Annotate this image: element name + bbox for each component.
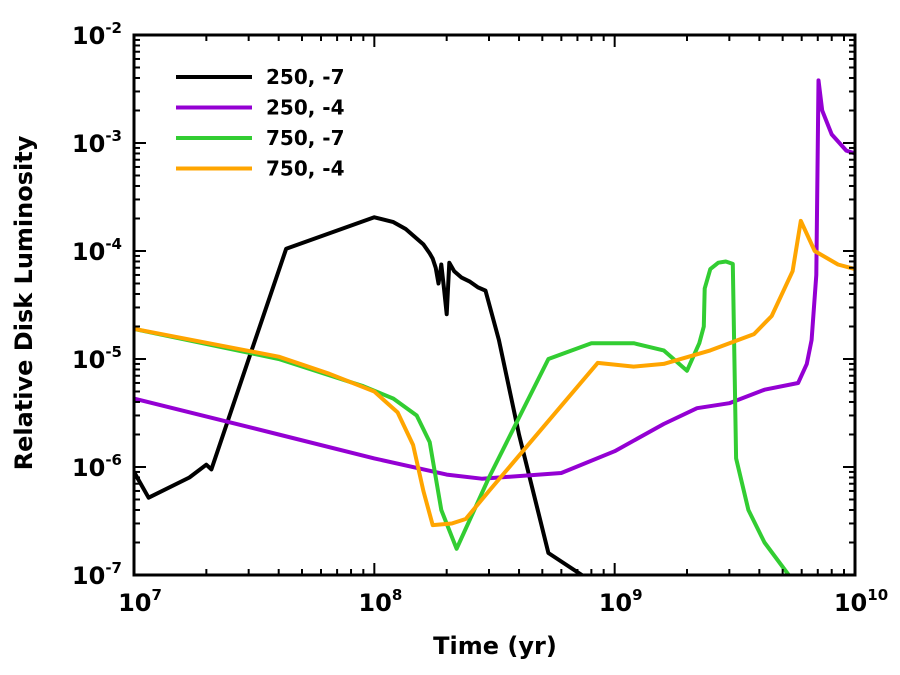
x-tick-labels: 107 108 109 1010 — [118, 586, 888, 617]
series-line-3 — [134, 259, 791, 575]
series-line-4 — [134, 218, 855, 528]
series-line-1 — [134, 215, 584, 575]
y-tick-label: 10-5 — [72, 343, 122, 374]
legend-label-1: 250, -7 — [266, 65, 345, 89]
plot-frame — [132, 33, 857, 577]
x-tick-label: 107 — [118, 586, 162, 617]
legend-label-3: 750, -7 — [266, 126, 345, 150]
x-axis-title: Time (yr) — [433, 632, 557, 660]
y-tick-label: 10-4 — [72, 235, 122, 266]
x-tick-label: 109 — [599, 586, 643, 617]
y-tick-label: 10-7 — [72, 559, 122, 590]
y-tick-label: 10-6 — [72, 451, 122, 482]
y-axis-title: Relative Disk Luminosity — [10, 135, 38, 470]
x-tick-label: 1010 — [834, 586, 888, 617]
series-lines — [134, 78, 855, 575]
y-tick-label: 10-2 — [72, 19, 122, 50]
x-tick-label: 108 — [358, 586, 402, 617]
legend-label-4: 750, -4 — [266, 157, 345, 181]
y-tick-label: 10-3 — [72, 127, 122, 158]
series-line-2 — [134, 78, 855, 481]
legend: 250, -7 250, -4 750, -7 750, -4 — [176, 65, 345, 181]
y-tick-labels: 10-7 10-6 10-5 10-4 10-3 10-2 — [72, 19, 122, 590]
legend-label-2: 250, -4 — [266, 96, 345, 120]
